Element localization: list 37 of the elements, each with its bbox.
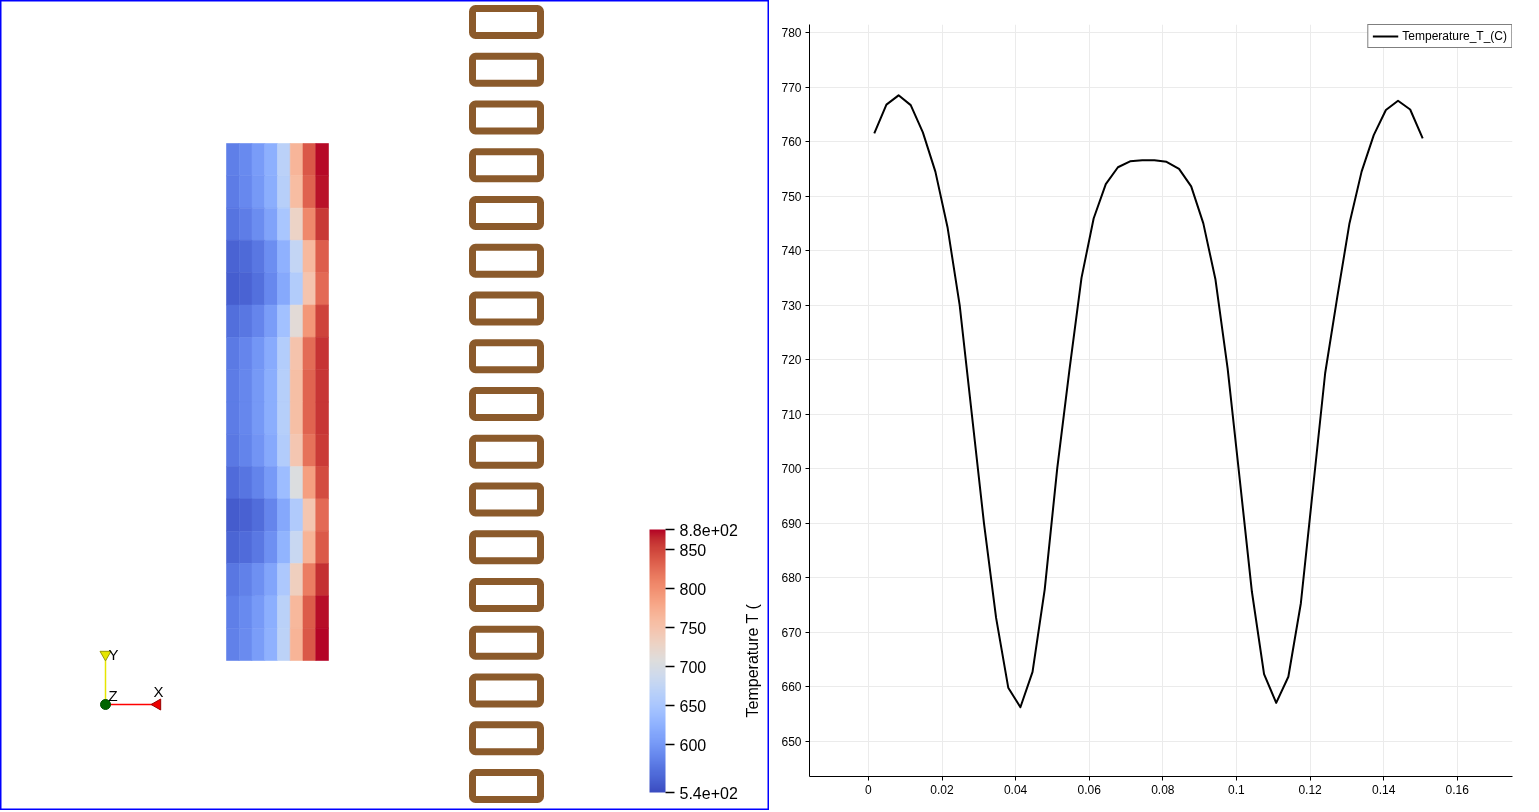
color-bar-label: 800: [679, 580, 707, 598]
y-tick-label: 750: [781, 189, 802, 204]
y-tick-label: 730: [781, 298, 802, 313]
color-bar-label: 5.4e+02: [679, 784, 738, 802]
y-tick-label: 670: [781, 625, 802, 640]
y-tick-label: 680: [781, 571, 802, 586]
color-bar-label: 700: [679, 658, 707, 676]
x-tick-label: 0.1: [1228, 782, 1246, 797]
text: X: [153, 683, 164, 700]
text: Z: [108, 687, 118, 704]
y-tick-label: 700: [781, 462, 802, 477]
x-tick-label: 0.16: [1445, 782, 1470, 797]
y-tick-label: 660: [781, 680, 802, 695]
line-series: [873, 94, 1424, 709]
y-tick-label: 780: [781, 26, 802, 41]
color-bar-title: Temperature T (: [744, 603, 761, 718]
y-tick-label: 760: [781, 135, 802, 150]
color-bar-label: 600: [679, 736, 707, 754]
color-bar-label: 850: [679, 541, 707, 559]
legend-label: Temperature_T_(C): [1402, 29, 1507, 43]
x-tick-label: 0.08: [1151, 782, 1175, 797]
y-tick-label: 650: [781, 734, 802, 749]
y-tick-label: 690: [781, 516, 802, 531]
x-tick-label: 0.14: [1372, 782, 1396, 797]
x-tick-label: 0.04: [1003, 782, 1028, 797]
color-bar-label: 750: [679, 619, 707, 637]
x-tick-label: 0.02: [930, 782, 955, 797]
text: Y: [108, 646, 119, 663]
y-tick-label: 770: [781, 80, 802, 95]
color-bar-label: 8.8e+02: [679, 521, 738, 539]
y-tick-label: 740: [781, 244, 802, 259]
color-bar-label: 650: [679, 697, 707, 715]
y-tick-label: 710: [781, 407, 802, 422]
x-tick-label: 0.06: [1077, 782, 1102, 797]
x-tick-label: 0.12: [1298, 782, 1323, 797]
x-tick-label: 0: [865, 782, 873, 797]
y-tick-label: 720: [781, 353, 802, 368]
